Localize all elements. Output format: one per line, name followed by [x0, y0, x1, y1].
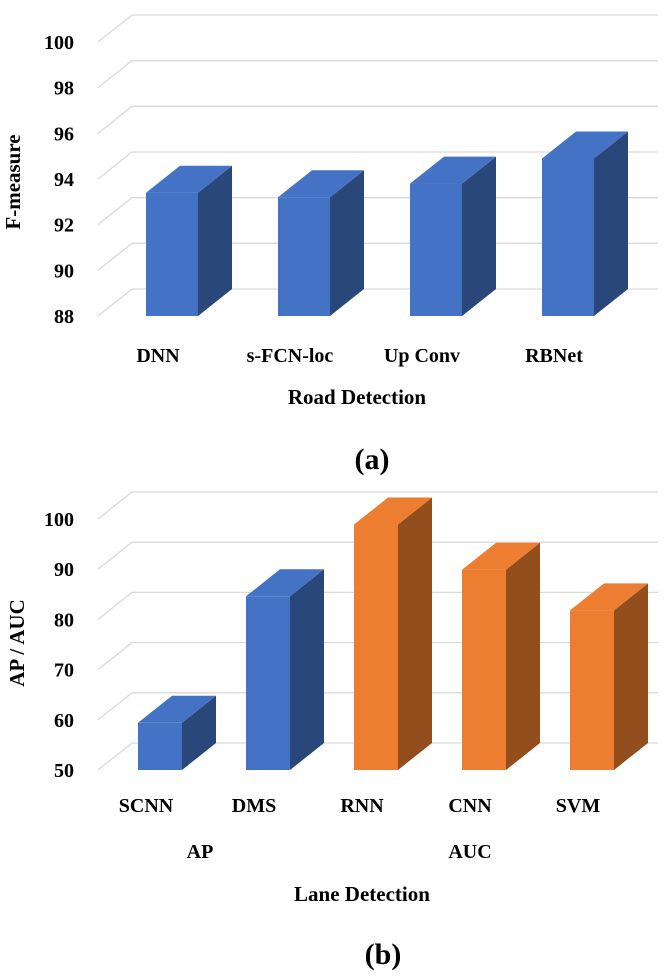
y-tick-label: 98: [54, 78, 74, 100]
bar-RBNet: [542, 158, 594, 316]
y-tick-label: 60: [54, 710, 74, 732]
chart-b-bars: [138, 497, 648, 770]
bar-DMS: [246, 596, 290, 770]
chart-b: 50 60 70 80 90 100 SCNN DMS RNN CNN SVM AP AUC AP …: [5, 491, 658, 971]
chart-b-category-labels: SCNN DMS RNN CNN SVM: [119, 795, 601, 817]
bar-top-RNN: [354, 497, 432, 525]
y-tick-label: 90: [54, 260, 74, 282]
chart-b-y-ticks: 50 60 70 80 90 100: [44, 509, 74, 782]
chart-a-x-axis-title: Road Detection: [288, 385, 427, 409]
bar-side-DMS: [290, 569, 324, 770]
y-tick-label: 94: [54, 169, 74, 191]
y-tick-label: 70: [54, 660, 74, 682]
bar-side-CNN: [506, 542, 540, 770]
chart-b-group-labels: AP AUC: [187, 841, 492, 863]
bar-DNN: [146, 192, 198, 316]
chart-a: 88 90 92 94 96 98 100 DNN s-FCN-loc Up Conv RBNet…: [1, 14, 658, 476]
y-tick-label: 92: [54, 215, 74, 237]
bar-top-CNN: [462, 542, 540, 570]
gridline: [97, 151, 658, 180]
bar-top-DNN: [146, 165, 232, 193]
bar-top-Up Conv: [410, 156, 496, 184]
bar-top-RBNet: [542, 131, 628, 159]
y-tick-label: 100: [44, 32, 74, 54]
bar-side-RBNet: [594, 131, 628, 316]
chart-a-y-axis-title: F-measure: [1, 134, 25, 229]
gridline: [97, 14, 658, 43]
category-label: DNN: [136, 345, 180, 367]
gridline: [97, 60, 658, 89]
category-label: SCNN: [119, 795, 174, 817]
y-tick-label: 100: [44, 509, 74, 531]
bar-side-DNN: [198, 165, 232, 316]
chart-b-x-axis-title: Lane Detection: [294, 882, 430, 906]
bar-side-s-FCN-loc: [330, 170, 364, 316]
gridline: [97, 491, 658, 520]
bar-side-RNN: [398, 497, 432, 770]
bar-top-SVM: [570, 583, 648, 611]
group-label: AUC: [448, 841, 491, 863]
category-label: RNN: [340, 795, 384, 817]
bar-Up Conv: [410, 183, 462, 316]
bar-top-s-FCN-loc: [278, 170, 364, 198]
chart-b-y-axis-title: AP / AUC: [5, 599, 29, 687]
bar-s-FCN-loc: [278, 197, 330, 316]
category-label: CNN: [448, 795, 492, 817]
bar-SCNN: [138, 722, 182, 770]
chart-a-category-labels: DNN s-FCN-loc Up Conv RBNet: [136, 345, 583, 367]
y-tick-label: 90: [54, 559, 74, 581]
category-label: RBNet: [525, 345, 583, 367]
bar-top-SCNN: [138, 695, 216, 723]
category-label: s-FCN-loc: [247, 345, 334, 367]
category-label: DMS: [232, 795, 276, 817]
bar-side-Up Conv: [462, 156, 496, 316]
gridline: [97, 541, 658, 570]
chart-b-panel-label: (b): [365, 938, 402, 971]
y-tick-label: 50: [54, 760, 74, 782]
chart-a-gridlines: [97, 14, 658, 317]
bar-side-SCNN: [182, 695, 216, 770]
chart-a-panel-label: (a): [355, 443, 390, 476]
bar-CNN: [462, 569, 506, 770]
category-label: Up Conv: [384, 345, 460, 367]
category-label: SVM: [556, 795, 601, 817]
group-label: AP: [187, 841, 214, 863]
y-tick-label: 88: [54, 306, 74, 328]
bar-RNN: [354, 524, 398, 770]
bar-SVM: [570, 610, 614, 770]
y-tick-label: 96: [54, 123, 74, 145]
y-tick-label: 80: [54, 609, 74, 631]
chart-a-y-ticks: 88 90 92 94 96 98 100: [44, 32, 74, 328]
chart-a-bars: [146, 131, 628, 316]
bar-side-SVM: [614, 583, 648, 770]
bar-top-DMS: [246, 569, 324, 597]
gridline: [97, 105, 658, 134]
